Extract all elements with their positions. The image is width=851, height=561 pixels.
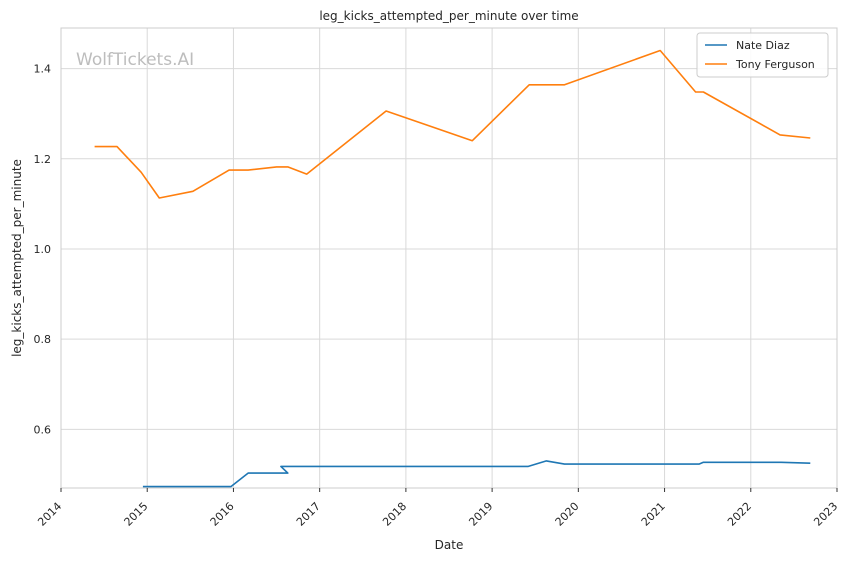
watermark: WolfTickets.AI xyxy=(76,50,194,70)
y-tick-label: 0.6 xyxy=(34,423,52,436)
y-tick-label: 0.8 xyxy=(34,333,52,346)
series-line-nate-diaz xyxy=(142,460,811,488)
legend-box xyxy=(696,32,829,78)
chart-title: leg_kicks_attempted_per_minute over time xyxy=(319,9,578,23)
y-tick-label: 1.2 xyxy=(34,153,52,166)
gridlines xyxy=(60,28,838,488)
legend-label: Tony Ferguson xyxy=(735,58,815,71)
legend-label: Nate Diaz xyxy=(736,39,790,52)
legend: Nate Diaz Tony Ferguson xyxy=(696,32,829,78)
y-tick-label: 1.0 xyxy=(34,243,52,256)
y-axis-label: leg_kicks_attempted_per_minute xyxy=(10,159,24,357)
y-axis-ticks: 0.6 0.8 1.0 1.2 1.4 xyxy=(34,63,52,437)
series-line-tony-ferguson xyxy=(94,49,811,199)
y-tick-label: 1.4 xyxy=(34,63,52,76)
series-layer xyxy=(94,49,811,488)
x-axis-label: Date xyxy=(435,538,464,552)
plot-frame xyxy=(60,27,838,489)
